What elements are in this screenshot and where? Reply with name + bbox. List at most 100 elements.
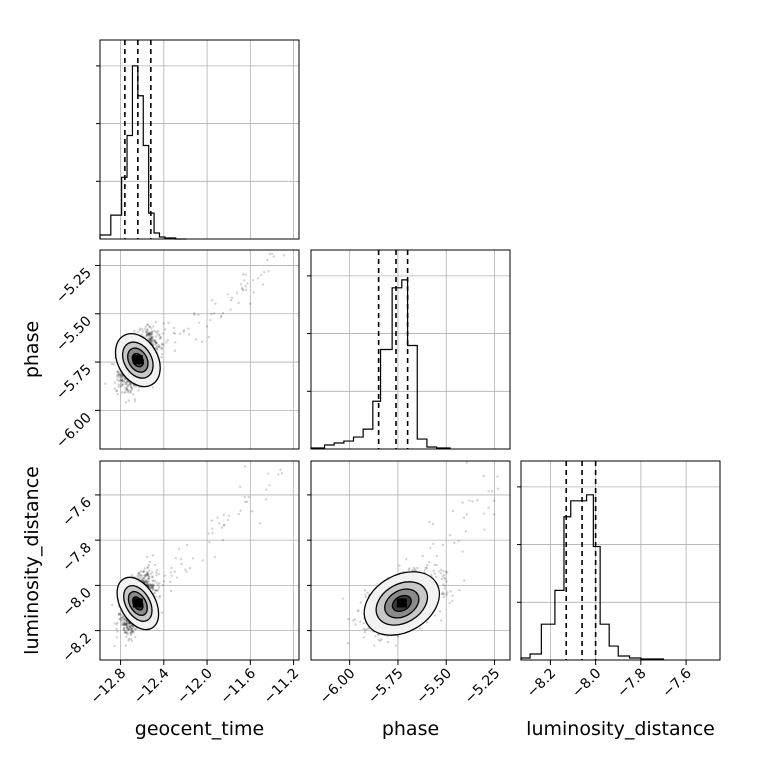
scatter-point (145, 570, 149, 574)
scatter-point (213, 312, 216, 315)
scatter-point (142, 576, 145, 580)
scatter-point (496, 475, 499, 478)
scatter-point (151, 587, 154, 590)
scatter-point (451, 509, 455, 513)
scatter-point (149, 587, 153, 590)
scatter-point (116, 370, 119, 374)
scatter-point (157, 586, 161, 589)
scatter-point (151, 583, 154, 587)
scatter-point (364, 593, 367, 597)
scatter-point (124, 644, 128, 647)
scatter-point (151, 588, 154, 592)
scatter-point (160, 611, 164, 614)
histogram-geocent_time (99, 65, 187, 240)
scatter-point (115, 623, 118, 626)
x-tick-label-luminosity_distance: −8.0 (569, 666, 604, 701)
scatter-point (123, 623, 126, 626)
scatter-point (134, 385, 138, 388)
scatter-panel-geocent_time-phase (99, 249, 300, 450)
y-tick-label-phase: −5.25 (53, 265, 95, 307)
scatter-point (153, 579, 157, 582)
scatter-point (142, 569, 146, 573)
scatter-point (149, 340, 153, 343)
scatter-point (144, 331, 148, 334)
scatter-point (356, 609, 360, 613)
scatter-point (125, 622, 128, 626)
scatter-point (147, 332, 150, 336)
scatter-point (433, 563, 437, 567)
scatter-point (130, 628, 133, 631)
scatter-point (122, 376, 126, 379)
scatter-point (147, 337, 150, 340)
scatter-point (527, 475, 529, 477)
scatter-point (129, 386, 133, 389)
scatter-point (123, 627, 126, 630)
scatter-point (438, 570, 441, 573)
scatter-point (441, 575, 445, 578)
scatter-point (188, 566, 192, 570)
scatter-point (117, 383, 120, 386)
scatter-point (425, 566, 428, 570)
scatter-point (230, 296, 234, 299)
axes-frame (99, 460, 300, 661)
scatter-point (461, 501, 464, 504)
scatter-point (221, 538, 224, 542)
scatter-point (127, 625, 131, 628)
scatter-point (127, 622, 130, 625)
scatter-point (163, 328, 167, 331)
scatter-point (117, 372, 120, 375)
scatter-point (129, 625, 132, 628)
scatter-point (145, 579, 148, 583)
scatter-point (216, 516, 219, 519)
scatter-point (240, 286, 244, 290)
scatter-point (145, 335, 148, 338)
scatter-point (112, 363, 116, 366)
scatter-point (149, 338, 152, 342)
scatter-point (147, 577, 151, 581)
scatter-point (123, 622, 126, 625)
scatter-point (444, 578, 447, 581)
y-tick-label-luminosity_distance: −7.6 (59, 494, 94, 529)
scatter-point (428, 520, 431, 524)
scatter-point (119, 612, 122, 616)
scatter-point (128, 627, 131, 631)
scatter-point (122, 623, 126, 627)
scatter-point (115, 375, 119, 378)
scatter-point (127, 639, 130, 642)
scatter-point (147, 563, 151, 567)
scatter-point (146, 323, 149, 327)
scatter-point (166, 339, 169, 342)
scatter-points (104, 252, 286, 404)
scatter-point (145, 333, 149, 336)
scatter-point (125, 620, 129, 623)
scatter-point (161, 584, 165, 587)
scatter-point (443, 576, 446, 580)
scatter-point (136, 330, 140, 334)
scatter-point (441, 591, 445, 594)
scatter-point (129, 627, 133, 630)
scatter-point (404, 557, 408, 561)
scatter-point (146, 571, 150, 574)
scatter-point (197, 313, 200, 316)
scatter-point (490, 490, 494, 493)
scatter-point (362, 628, 366, 631)
scatter-point (364, 595, 367, 599)
scatter-point (429, 546, 432, 549)
scatter-point (123, 622, 126, 626)
scatter-point (156, 589, 159, 593)
scatter-point (448, 601, 451, 605)
scatter-point (412, 566, 416, 570)
scatter-point (132, 631, 135, 634)
scatter-point (153, 339, 156, 342)
scatter-point (133, 330, 136, 333)
scatter-point (354, 623, 357, 626)
scatter-point (143, 574, 146, 577)
scatter-point (139, 570, 143, 573)
scatter-point (210, 312, 213, 316)
scatter-point (416, 566, 419, 570)
scatter-point (121, 383, 125, 386)
scatter-point (137, 572, 140, 575)
scatter-point (260, 273, 263, 277)
scatter-point (117, 612, 121, 615)
scatter-point (152, 583, 156, 586)
